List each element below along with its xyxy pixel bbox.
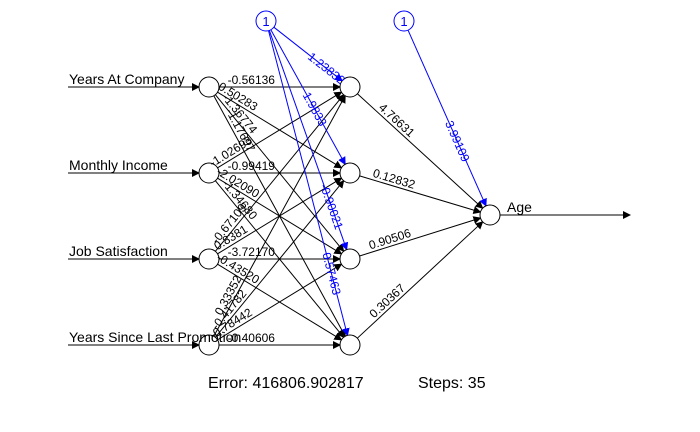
edge-hidden3-output bbox=[359, 216, 482, 257]
bias-weight-label-output: 3.99109 bbox=[442, 119, 473, 165]
bias-node-output bbox=[393, 10, 415, 32]
weight-label-hidden1-output: 4.76631 bbox=[376, 100, 418, 140]
hidden-node-4 bbox=[339, 334, 361, 356]
output-node bbox=[479, 204, 501, 226]
bias-edge-hidden4 bbox=[268, 30, 350, 337]
bias-weight-label-hidden2: 1.9833 bbox=[300, 90, 330, 129]
bias-node-hidden bbox=[255, 10, 277, 32]
weight-label-input2-hidden2: -0.99419 bbox=[228, 159, 276, 173]
weight-label-input1-hidden1: -0.56136 bbox=[228, 73, 276, 87]
weight-label-hidden4-output: 0.30367 bbox=[367, 281, 409, 321]
bias-weight-label-hidden1: 1.23832 bbox=[305, 50, 348, 88]
weight-label-input3-hidden3: -3.72170 bbox=[228, 245, 276, 259]
hidden-node-2 bbox=[339, 162, 361, 184]
edge-input3-hidden1 bbox=[214, 93, 345, 252]
edge-input4-hidden3 bbox=[217, 263, 343, 341]
bias-edge-output bbox=[407, 29, 487, 207]
edge-hidden2-output bbox=[359, 175, 482, 214]
hidden-node-1 bbox=[339, 76, 361, 98]
bias-edge-hidden1 bbox=[273, 26, 343, 82]
bias-node-output-label: 1 bbox=[400, 14, 407, 29]
input-node-4 bbox=[198, 334, 220, 356]
edge-hidden4-output bbox=[356, 221, 484, 339]
edge-hidden1-output bbox=[357, 93, 484, 209]
edge-input4-hidden1 bbox=[213, 94, 346, 337]
bias-edge-hidden3 bbox=[268, 30, 349, 251]
output-label: Age bbox=[507, 199, 532, 215]
label-layer: -0.561360.50283-1.36774-1.17697-1.02693-… bbox=[69, 14, 532, 345]
input-node-3 bbox=[198, 248, 220, 270]
hidden-node-3 bbox=[339, 248, 361, 270]
error-text: Error: 416806.902817 bbox=[208, 375, 364, 392]
weight-label-input4-hidden4: -0.40606 bbox=[228, 331, 276, 345]
input-label-2: Monthly Income bbox=[69, 157, 168, 173]
weight-label-hidden3-output: 0.90506 bbox=[367, 226, 413, 252]
input-label-4: Years Since Last Promotion bbox=[69, 329, 241, 345]
edge-input4-hidden2 bbox=[214, 179, 345, 338]
edge-input2-hidden1 bbox=[217, 91, 343, 169]
weight-label-hidden2-output: 0.12832 bbox=[371, 166, 417, 192]
connection-layer bbox=[68, 26, 631, 349]
steps-text: Steps: 35 bbox=[418, 375, 486, 392]
bias-edge-hidden2 bbox=[270, 29, 346, 166]
input-node-1 bbox=[198, 76, 220, 98]
bias-node-hidden-label: 1 bbox=[262, 14, 269, 29]
node-layer bbox=[198, 10, 501, 356]
input-label-1: Years At Company bbox=[69, 71, 184, 87]
input-label-3: Job Satisfaction bbox=[69, 243, 168, 259]
input-node-2 bbox=[198, 162, 220, 184]
